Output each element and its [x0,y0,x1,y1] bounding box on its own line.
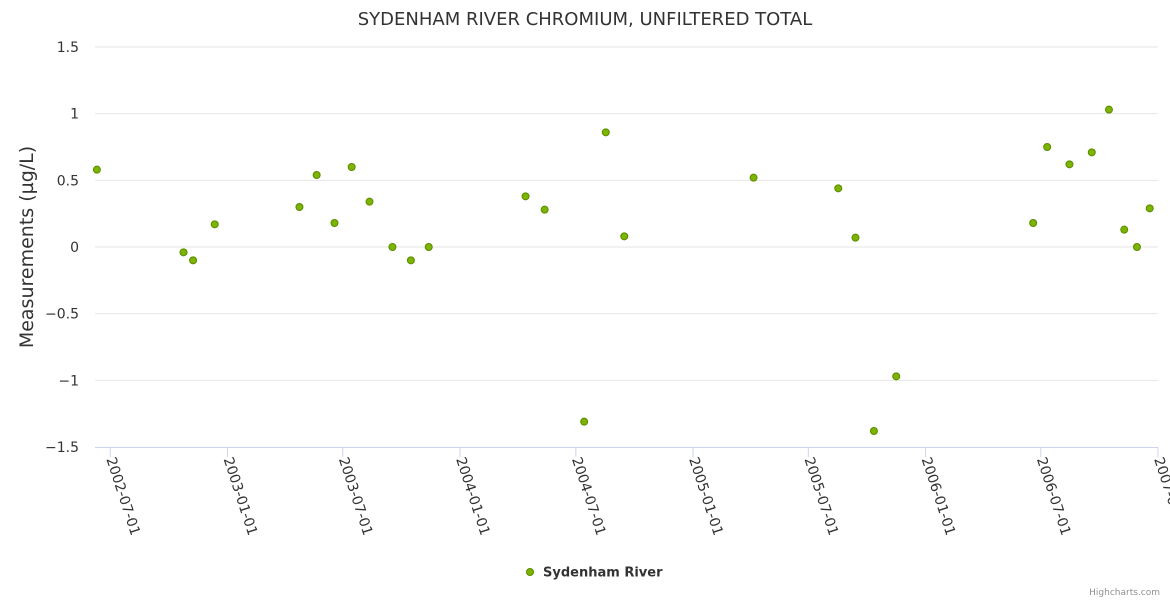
y-tick-label: 0 [70,240,79,256]
y-tick-label: −1.5 [45,440,79,456]
data-point[interactable] [580,417,589,426]
data-point[interactable] [347,163,356,171]
x-tick-label: 2003-01-01 [220,455,260,537]
data-point[interactable] [92,165,101,174]
x-tick-label: 2006-01-01 [918,455,958,537]
data-point[interactable] [406,256,415,265]
data-point[interactable] [1087,148,1096,157]
data-point[interactable] [189,256,198,265]
data-point[interactable] [1120,225,1129,234]
x-tick-label: 2005-01-01 [685,455,725,537]
data-point[interactable] [1043,143,1052,151]
data-point[interactable] [210,220,219,229]
data-point[interactable] [834,184,843,193]
data-point[interactable] [312,171,321,179]
x-tick-label: 2004-07-01 [568,455,608,537]
data-point[interactable] [365,197,374,206]
data-point[interactable] [851,233,860,242]
x-axis: 2002-07-01 2003-01-01 2003-07-01 2004-01-01… [95,447,1170,538]
data-point[interactable] [330,219,339,227]
y-tick-label: −1 [58,373,79,389]
data-point[interactable] [1104,105,1113,114]
data-point[interactable] [869,427,878,435]
data-point[interactable] [601,128,610,137]
data-point[interactable] [179,248,188,257]
x-tick-label: 2003-07-01 [335,455,375,537]
x-tick-label: 2005-07-01 [801,455,841,537]
data-point[interactable] [295,203,304,211]
x-tick-label: 2007-01-01 [1150,455,1170,537]
data-point[interactable] [892,372,901,381]
legend-marker-icon [526,568,534,576]
data-point[interactable] [1145,204,1154,213]
x-tick-label: 2002-07-01 [102,455,142,537]
data-point[interactable] [540,205,549,214]
x-tick-label: 2006-07-01 [1033,455,1073,537]
data-point[interactable] [388,243,397,251]
data-point[interactable] [620,232,629,241]
chart-title: SYDENHAM RIVER CHROMIUM, UNFILTERED TOTA… [358,9,813,30]
data-point[interactable] [1029,219,1038,227]
data-point[interactable] [1132,243,1141,251]
data-points [92,105,1154,435]
x-tick-label: 2004-01-01 [452,455,492,537]
data-point[interactable] [1065,160,1074,169]
data-point[interactable] [424,243,433,251]
y-tick-label: 0.5 [57,173,79,189]
grid-lines [95,46,1158,381]
y-tick-label: −0.5 [45,307,79,323]
y-tick-label: 1.5 [57,40,79,56]
credits-link[interactable]: Highcharts.com [1089,588,1160,598]
y-axis-title: Measurements (µg/L) [16,146,38,348]
y-tick-label: 1 [70,107,79,123]
legend-item-sydenham-river[interactable]: Sydenham River [543,566,663,581]
legend[interactable]: Sydenham River [526,566,664,581]
data-point[interactable] [521,192,530,201]
data-point[interactable] [749,173,758,182]
y-axis-tick-labels: 1.5 1 0.5 0 −0.5 −1 −1.5 [45,40,79,456]
